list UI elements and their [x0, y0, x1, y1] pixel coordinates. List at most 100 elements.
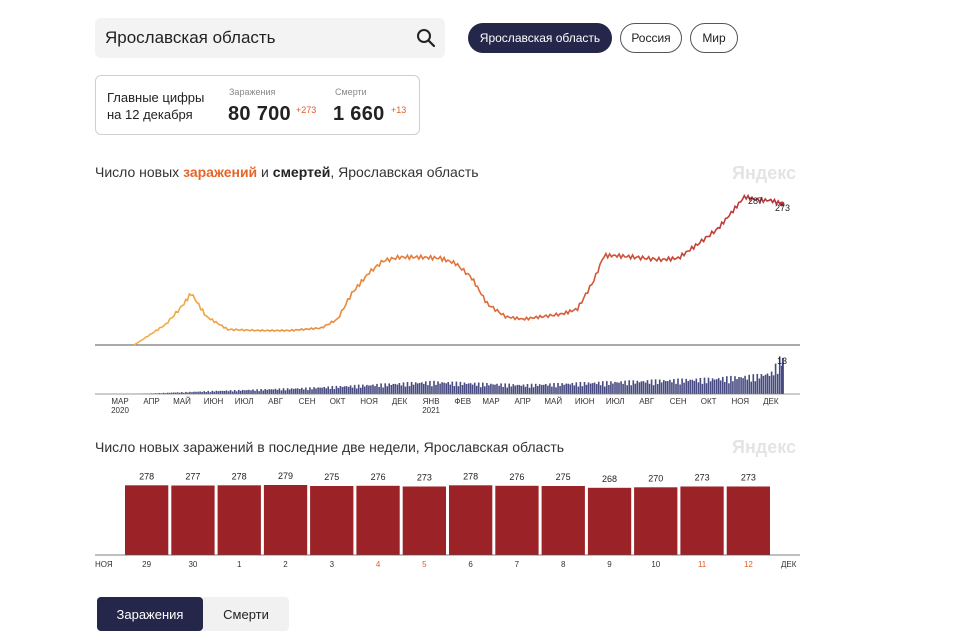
chart2-x-tick: 7 [515, 560, 520, 569]
deaths-bar [191, 392, 193, 394]
deaths-bar [667, 381, 669, 394]
chart1-x-tick: ИЮН [204, 397, 224, 406]
deaths-bar [219, 390, 222, 394]
deaths-bar [429, 380, 431, 394]
tab-infections[interactable]: Заражения [97, 597, 203, 631]
deaths-bar [211, 390, 214, 394]
deaths-bar [441, 382, 443, 394]
deaths-bar [455, 381, 458, 394]
chart2-left-label: НОЯ [95, 560, 113, 569]
deaths-bar [197, 391, 199, 394]
chart1-x-tick: НОЯ [731, 397, 749, 406]
deaths-bar [282, 388, 285, 394]
deaths-bar [719, 380, 722, 394]
deaths-bar [179, 392, 181, 394]
deaths-bar [238, 389, 240, 394]
deaths-bar [246, 390, 248, 394]
bar-value-label: 273 [695, 473, 710, 483]
region-button-world[interactable]: Мир [690, 23, 738, 53]
deaths-bar [618, 382, 620, 394]
region-button-yaroslavl[interactable]: Ярославская область [468, 23, 612, 53]
deaths-bar [768, 375, 771, 394]
deaths-bar [380, 383, 382, 394]
deaths-bar [644, 382, 647, 394]
deaths-bar [642, 381, 645, 394]
deaths-last-label: 13 [777, 356, 787, 366]
chart2-x-tick: 30 [188, 560, 197, 569]
deaths-bar [665, 381, 667, 394]
deaths-label: Смерти [335, 87, 367, 97]
deaths-bar [528, 387, 531, 394]
deaths-bar [772, 375, 775, 394]
deaths-bar [203, 391, 205, 394]
chart1-x-tick: МАР [482, 397, 499, 406]
deaths-bar [341, 387, 344, 394]
search-input[interactable] [95, 18, 405, 58]
deaths-bar [646, 380, 649, 394]
deaths-bar [524, 386, 527, 394]
deaths-bar [254, 390, 256, 394]
region-button-russia[interactable]: Россия [620, 23, 682, 53]
deaths-delta: +13 [391, 105, 407, 115]
tab-deaths[interactable]: Смерти [203, 597, 289, 631]
bar-value-label: 279 [278, 471, 293, 481]
deaths-bar [604, 386, 606, 394]
deaths-bar [353, 384, 356, 394]
deaths-bar [593, 382, 596, 394]
deaths-bar [425, 381, 427, 394]
deaths-bar [658, 379, 661, 394]
deaths-bar [612, 383, 614, 394]
deaths-bar [543, 384, 545, 394]
deaths-bar [421, 382, 423, 394]
deaths-bar [355, 388, 358, 394]
deaths-bar [301, 387, 303, 394]
deaths-bar [508, 383, 510, 394]
deaths-bar [516, 384, 519, 394]
deaths-bar [711, 378, 714, 394]
deaths-bar [541, 384, 543, 394]
deaths-bar [370, 385, 372, 394]
deaths-bar [713, 379, 716, 394]
deaths-bar [459, 381, 462, 394]
chart1-data-labels: 287 273 13 [748, 196, 790, 366]
deaths-bar [276, 389, 279, 394]
deaths-bar [557, 382, 559, 394]
deaths-bar [754, 381, 757, 394]
chart1-title-post: , Ярославская область [330, 164, 479, 180]
bar-5 [402, 486, 446, 555]
bar-9 [587, 487, 632, 555]
chart2-x-tick: 9 [607, 560, 612, 569]
deaths-bar [776, 373, 779, 394]
main-figures-label: Главные цифры на 12 декабря [107, 90, 205, 122]
deaths-bar [514, 385, 517, 394]
deaths-bar [408, 386, 411, 394]
main-figures-card: Главные цифры на 12 декабря Заражения 80… [95, 75, 420, 135]
deaths-bar [213, 391, 216, 394]
deaths-bar [374, 386, 376, 394]
deaths-bar [722, 376, 724, 394]
deaths-bar [589, 383, 592, 394]
deaths-bar [168, 392, 171, 394]
deaths-bar [728, 383, 730, 394]
search-icon[interactable] [415, 27, 437, 49]
chart1-x-tick: ИЮН [575, 397, 595, 406]
deaths-bar [510, 386, 513, 394]
deaths-bar [636, 380, 639, 394]
infections-label: Заражения [229, 87, 276, 97]
bar-3 [310, 486, 354, 555]
bar-value-label: 276 [371, 472, 386, 482]
deaths-bar [412, 384, 415, 394]
deaths-bar [709, 381, 712, 394]
deaths-bar [494, 384, 496, 394]
deaths-bar [563, 384, 565, 394]
deaths-bar [349, 385, 352, 394]
deaths-bar [225, 390, 228, 394]
deaths-bar [410, 382, 413, 394]
deaths-bar [433, 380, 435, 394]
deaths-bar [502, 387, 504, 394]
deaths-bar [174, 392, 177, 394]
deaths-bar [294, 388, 297, 394]
deaths-value: 1 660 [333, 103, 385, 125]
deaths-bar [738, 377, 740, 394]
chart2-x-tick: 2 [283, 560, 288, 569]
